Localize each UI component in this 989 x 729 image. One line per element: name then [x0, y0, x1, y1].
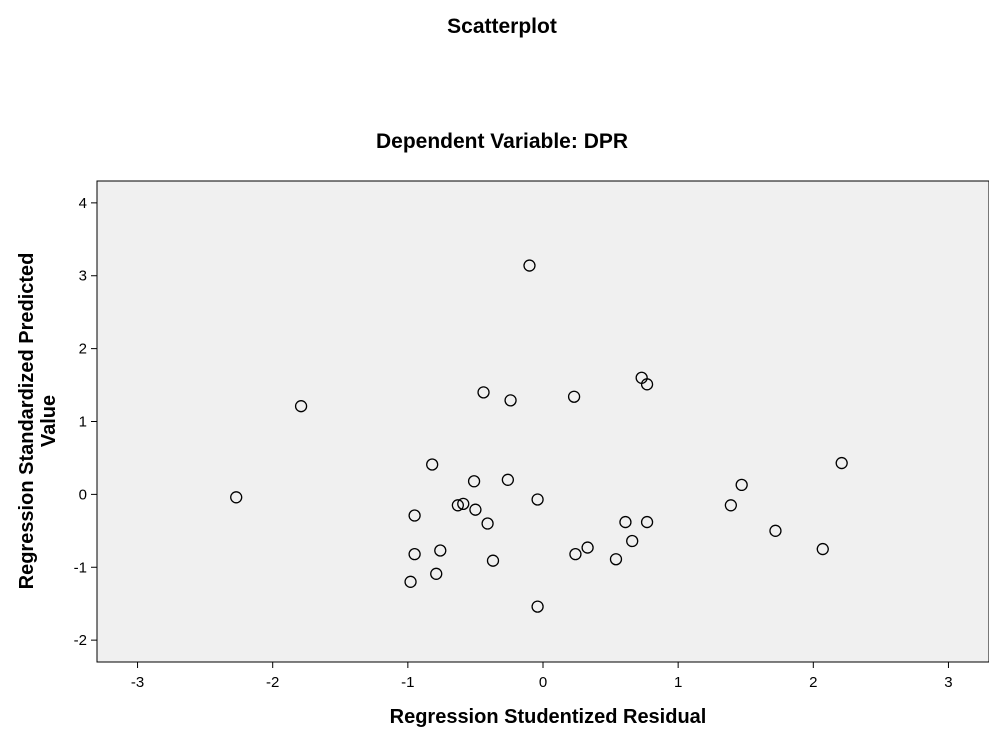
x-tick-label: -2 [266, 674, 279, 691]
y-axis-label-line-1: Regression Standardized Predicted [16, 253, 38, 590]
data-point [816, 542, 829, 556]
chart-subtitle: Dependent Variable: DPR [376, 130, 628, 153]
y-tick-label: 4 [79, 195, 87, 212]
data-point [523, 259, 536, 272]
x-tick-label: 3 [944, 674, 952, 691]
data-point [735, 478, 748, 492]
data-point [457, 497, 470, 511]
y-tick-label: 3 [79, 268, 87, 285]
x-axis-label: Regression Studentized Residual [390, 706, 707, 728]
y-tick-label: 2 [79, 341, 87, 358]
x-axis: -3 -2 -1 0 1 2 3 [131, 662, 953, 691]
y-tick-label: 1 [79, 414, 87, 431]
plot-area [96, 180, 989, 663]
data-points [230, 259, 848, 613]
data-point [451, 499, 465, 512]
data-point [481, 517, 494, 530]
y-tick-label: -2 [74, 632, 87, 649]
data-point [408, 509, 421, 522]
x-tick-label: -1 [401, 674, 414, 691]
data-point [467, 475, 481, 488]
data-point [469, 503, 482, 516]
x-tick-label: 1 [674, 674, 682, 691]
data-point [426, 458, 439, 471]
data-point [609, 553, 623, 566]
chart-title: Scatterplot [447, 15, 557, 38]
y-tick-label: -1 [74, 559, 87, 576]
x-tick-label: -3 [131, 674, 144, 691]
y-axis-label: Regression Standardized Predicted Value [16, 253, 60, 590]
data-point [504, 394, 517, 407]
data-point [531, 493, 544, 506]
data-point [835, 456, 848, 470]
data-point [769, 524, 782, 537]
y-axis-label-line-2: Value [38, 395, 60, 447]
x-tick-label: 0 [539, 674, 547, 691]
y-tick-label: 0 [79, 486, 87, 503]
data-point [477, 386, 490, 399]
data-point [619, 515, 632, 529]
data-point [486, 554, 500, 567]
data-point [404, 575, 417, 588]
data-point [501, 473, 515, 486]
data-point [569, 547, 582, 561]
data-point [230, 491, 243, 504]
data-point [294, 400, 308, 413]
data-point [430, 567, 443, 580]
data-point [581, 541, 594, 554]
x-tick-label: 2 [809, 674, 817, 691]
data-point [531, 600, 544, 613]
data-point [434, 544, 447, 557]
data-point [640, 378, 654, 391]
data-point [408, 547, 421, 561]
data-point [724, 499, 738, 512]
y-axis: -2 -1 0 1 2 3 4 [74, 195, 97, 649]
data-point [640, 515, 654, 529]
data-point [567, 390, 581, 403]
data-point [626, 534, 639, 548]
